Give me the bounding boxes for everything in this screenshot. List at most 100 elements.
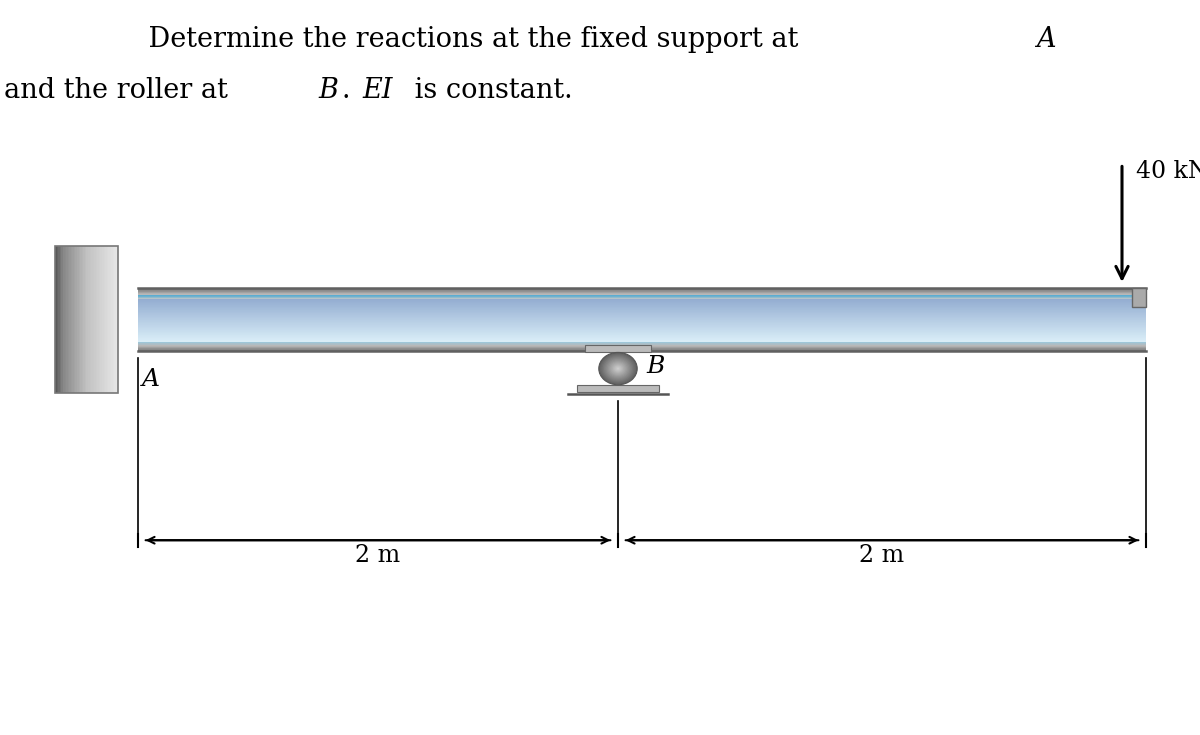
Bar [138,312,1146,314]
Bar [138,290,1146,292]
Bar [98,246,101,393]
Text: and the roller at: and the roller at [4,77,236,104]
Bar [112,246,113,393]
Bar [138,326,1146,328]
Bar [138,305,1146,306]
Text: Determine the reactions at the fixed support at: Determine the reactions at the fixed sup… [114,26,808,53]
Bar [138,295,1146,297]
Bar [138,325,1146,326]
Bar [55,246,118,393]
Bar [138,289,1146,290]
Ellipse shape [607,360,629,377]
Bar [85,246,86,393]
Bar [138,346,1146,348]
Bar [138,349,1146,351]
Bar [138,304,1146,305]
Bar [138,345,1146,346]
Bar [138,324,1146,326]
Bar [138,309,1146,310]
Bar [97,246,98,393]
Bar [67,246,70,393]
Bar [138,293,1146,295]
Bar [138,323,1146,324]
Bar [66,246,67,393]
Bar [76,246,77,393]
Bar [102,246,103,393]
Bar [138,315,1146,316]
Bar [116,246,118,393]
Bar [64,246,65,393]
Ellipse shape [605,358,631,379]
Ellipse shape [614,365,622,372]
Ellipse shape [604,356,632,381]
Bar [138,292,1146,293]
Bar [138,313,1146,315]
Bar [138,297,1146,298]
Bar [138,308,1146,309]
Bar [138,348,1146,350]
Bar [138,343,1146,344]
Bar [138,314,1146,315]
Bar [138,334,1146,335]
Bar [138,319,1146,320]
Bar [59,246,60,393]
Ellipse shape [606,359,630,379]
Bar [138,298,1146,299]
Bar [138,310,1146,312]
Bar [138,300,1146,301]
Text: A: A [1036,26,1055,53]
Bar [138,311,1146,312]
Bar [103,246,106,393]
Bar [138,288,1146,290]
Bar [138,296,1146,297]
Bar [138,292,1146,293]
Text: is constant.: is constant. [406,77,572,104]
Bar [138,318,1146,320]
Bar [138,338,1146,340]
Bar [138,341,1146,343]
Bar [60,246,61,393]
Bar [138,316,1146,318]
Bar [55,246,56,393]
Ellipse shape [616,367,620,370]
Bar [86,246,88,393]
Bar [138,295,1146,296]
Bar [138,294,1146,295]
Bar [138,309,1146,311]
Bar [95,246,96,393]
Bar [80,246,82,393]
Ellipse shape [617,368,619,370]
Bar [138,318,1146,319]
Text: B: B [647,355,665,378]
Bar [138,296,1146,298]
Bar [138,328,1146,329]
Bar [138,348,1146,349]
Text: 2 m: 2 m [355,544,401,567]
Bar [138,320,1146,322]
Bar [138,331,1146,332]
Bar [138,301,1146,303]
Bar [110,246,112,393]
Bar [138,321,1146,322]
Bar [107,246,108,393]
Bar [138,299,1146,301]
Ellipse shape [602,356,634,381]
Text: A: A [142,368,160,390]
Bar [138,326,1146,327]
Bar [138,329,1146,331]
Bar [138,334,1146,336]
Bar [138,302,1146,304]
Text: 2 m: 2 m [859,544,905,567]
Bar [83,246,85,393]
Bar [138,347,1146,348]
Bar [138,339,1146,340]
Bar [138,288,1146,289]
Bar [138,338,1146,339]
Ellipse shape [613,365,623,373]
Bar [138,303,1146,304]
Bar [88,246,90,393]
Bar [138,306,1146,307]
Bar [138,290,1146,291]
Bar [138,307,1146,309]
Bar [138,315,1146,317]
